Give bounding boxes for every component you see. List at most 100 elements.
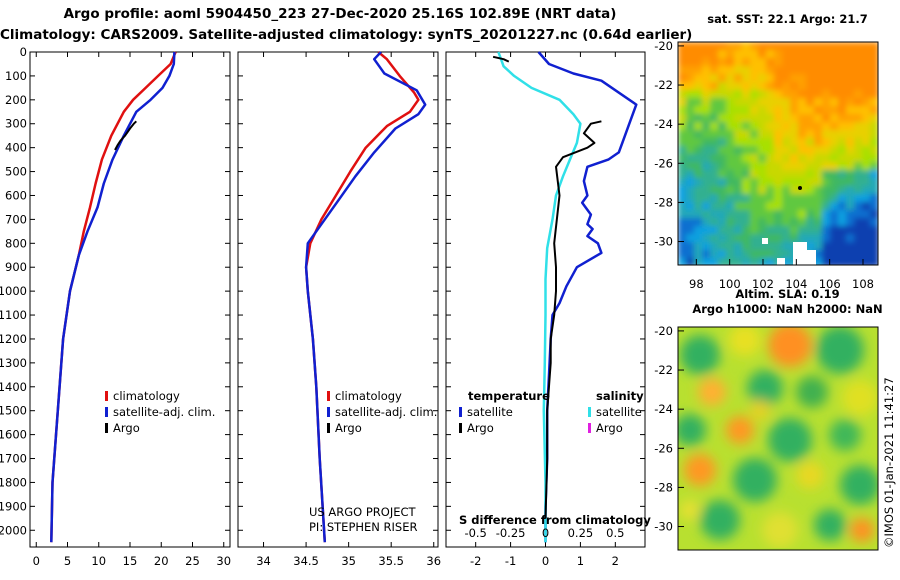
sst-cell [758,242,767,251]
sst-cell [822,42,831,51]
sla-blob [768,327,812,367]
sst-cell [846,74,855,83]
sst-cell [678,154,687,163]
sst-cell [838,130,847,139]
sst-cell [790,130,799,139]
sst-cell [742,66,751,75]
sst-cell [694,170,703,179]
sst-cell [870,90,878,99]
sst-cell [822,234,831,243]
sst-cell [718,154,727,163]
sst-cell [750,210,759,219]
sst-cell [702,58,711,67]
sst-cell [814,250,823,259]
sst-cell [758,106,767,115]
sst-lon-tick-label: 106 [819,277,841,291]
sst-cell [798,74,807,83]
sst-cell [678,74,687,83]
sst-cell [678,210,687,219]
sst-cell [694,146,703,155]
salinity-satellite-line [304,51,427,543]
sst-cell [854,170,863,179]
sst-cell [678,130,687,139]
sst-cell [782,162,791,171]
sst-cell [798,106,807,115]
sst-cell [822,74,831,83]
sst-cell [710,202,719,211]
sst-cell [814,138,823,147]
sst-cell [862,210,871,219]
sst-cell [790,146,799,155]
sst-cell [814,106,823,115]
sst-cell [678,194,687,203]
sst-cell [846,202,855,211]
sst-lat-tick-label: -30 [654,235,673,249]
temperature-argo-line [114,120,137,151]
sst-cell [822,98,831,107]
sst-cell [758,226,767,235]
sst-cell [686,170,695,179]
temperature-x-tick-label: 10 [91,554,106,568]
sst-cell [790,82,799,91]
sst-cell [742,122,751,131]
sst-cell [694,194,703,203]
sla-blob [796,376,828,408]
sst-cell [726,186,735,195]
sst-cell [774,106,783,115]
sst-cell [806,98,815,107]
sst-map-frame [677,41,879,266]
sst-cell [702,90,711,99]
sst-cell [750,186,759,195]
sst-cell [798,162,807,171]
sst-cell [838,154,847,163]
sst-cell [702,250,711,259]
sst-cell [822,138,831,147]
temp-legend-climatology-label: climatology [113,389,180,403]
sst-cell [758,162,767,171]
sst-cell [686,186,695,195]
difference-temp-satellite-line [537,51,638,543]
y-tick-label: 2000 [0,523,27,537]
sst-cell [846,130,855,139]
sst-cell [702,98,711,107]
sst-cell [782,138,791,147]
sst-cell [758,130,767,139]
sst-cell [718,202,727,211]
sst-cell [750,138,759,147]
sst-cell [822,146,831,155]
sst-cell [734,210,743,219]
sst-cell [862,66,871,75]
sst-cell [686,106,695,115]
sst-cell [862,130,871,139]
sst-cell [766,98,775,107]
sst-cell [734,74,743,83]
sst-cell [710,114,719,123]
sst-cell [694,66,703,75]
y-tick-label: 1000 [0,284,27,298]
sst-cell [774,234,783,243]
sst-cell [846,106,855,115]
sst-cell [734,258,743,265]
sst-cell [798,178,807,187]
temperature-x-tick-label: 15 [123,554,138,568]
sst-cell [870,106,878,115]
sst-nodata-patch [793,242,807,265]
sst-cell [710,50,719,59]
sst-cell [678,114,687,123]
sst-cell [702,162,711,171]
sst-cell [838,162,847,171]
sst-cell [822,218,831,227]
sst-cell [838,210,847,219]
sst-cell [846,258,855,265]
sst-cell [734,114,743,123]
sst-cell [758,42,767,51]
sst-cell [830,210,839,219]
sst-cell [750,170,759,179]
sla-blob [762,512,798,548]
y-tick-label: 1900 [0,499,27,513]
sst-cell [742,178,751,187]
difference-x-tick-label: 2 [612,554,619,568]
sst-cell [718,66,727,75]
sst-cell [838,218,847,227]
sst-cell [726,202,735,211]
